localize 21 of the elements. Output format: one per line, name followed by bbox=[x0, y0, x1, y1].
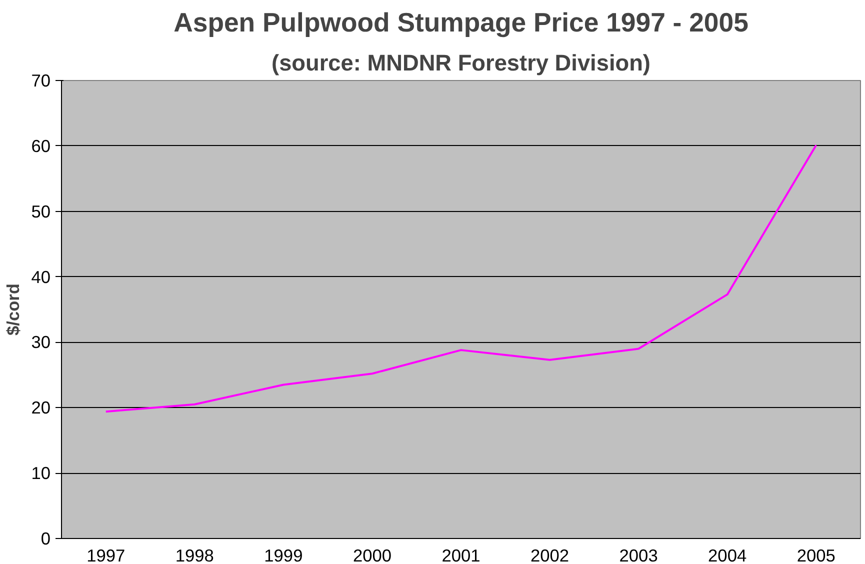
y-tick-label: 40 bbox=[31, 266, 51, 287]
y-axis-title: $/cord bbox=[3, 283, 24, 336]
x-tick-label: 1997 bbox=[86, 546, 126, 564]
x-tick-label: 2004 bbox=[708, 546, 747, 564]
line-series bbox=[104, 144, 818, 413]
x-tick-label: 2001 bbox=[442, 546, 480, 564]
x-tick-label: 2000 bbox=[352, 546, 392, 564]
y-tick-label: 70 bbox=[31, 70, 51, 90]
y-tick-label: 20 bbox=[31, 398, 51, 418]
x-tick-label: 2003 bbox=[619, 546, 658, 564]
x-tick-label: 1999 bbox=[264, 546, 303, 564]
y-tick-label: 60 bbox=[31, 136, 51, 156]
x-tick-label: 2002 bbox=[530, 546, 570, 564]
y-tick-label: 10 bbox=[31, 463, 51, 484]
y-tick-label: 50 bbox=[31, 201, 51, 222]
x-tick-label: 1998 bbox=[175, 546, 214, 564]
x-tick-label: 2005 bbox=[796, 546, 836, 564]
y-tick-label: 30 bbox=[31, 332, 51, 352]
y-tick-label: 0 bbox=[40, 528, 51, 548]
chart-subtitle: (source: MNDNR Forestry Division) bbox=[272, 50, 650, 76]
chart-title: Aspen Pulpwood Stumpage Price 1997 - 2005 bbox=[174, 8, 749, 38]
